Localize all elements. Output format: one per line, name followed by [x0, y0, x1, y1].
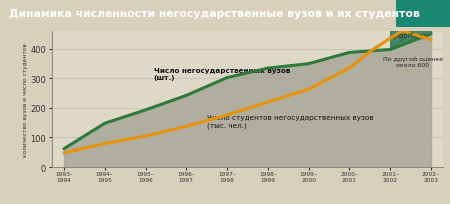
Bar: [396, 0, 450, 28]
Text: Динамика численности негосударственные вузов и их студентов: Динамика численности негосударственные в…: [9, 9, 420, 19]
Text: (прогноз): (прогноз): [392, 32, 426, 39]
Text: По другой оценке
около 600: По другой оценке около 600: [382, 57, 443, 68]
Y-axis label: количество вузов и число студентов: количество вузов и число студентов: [22, 43, 27, 156]
Text: Число студентов негосударственных вузов
(тыс. чел.): Число студентов негосударственных вузов …: [207, 115, 373, 128]
Text: Число негосударственных вузов
(шт.): Число негосударственных вузов (шт.): [154, 68, 290, 81]
